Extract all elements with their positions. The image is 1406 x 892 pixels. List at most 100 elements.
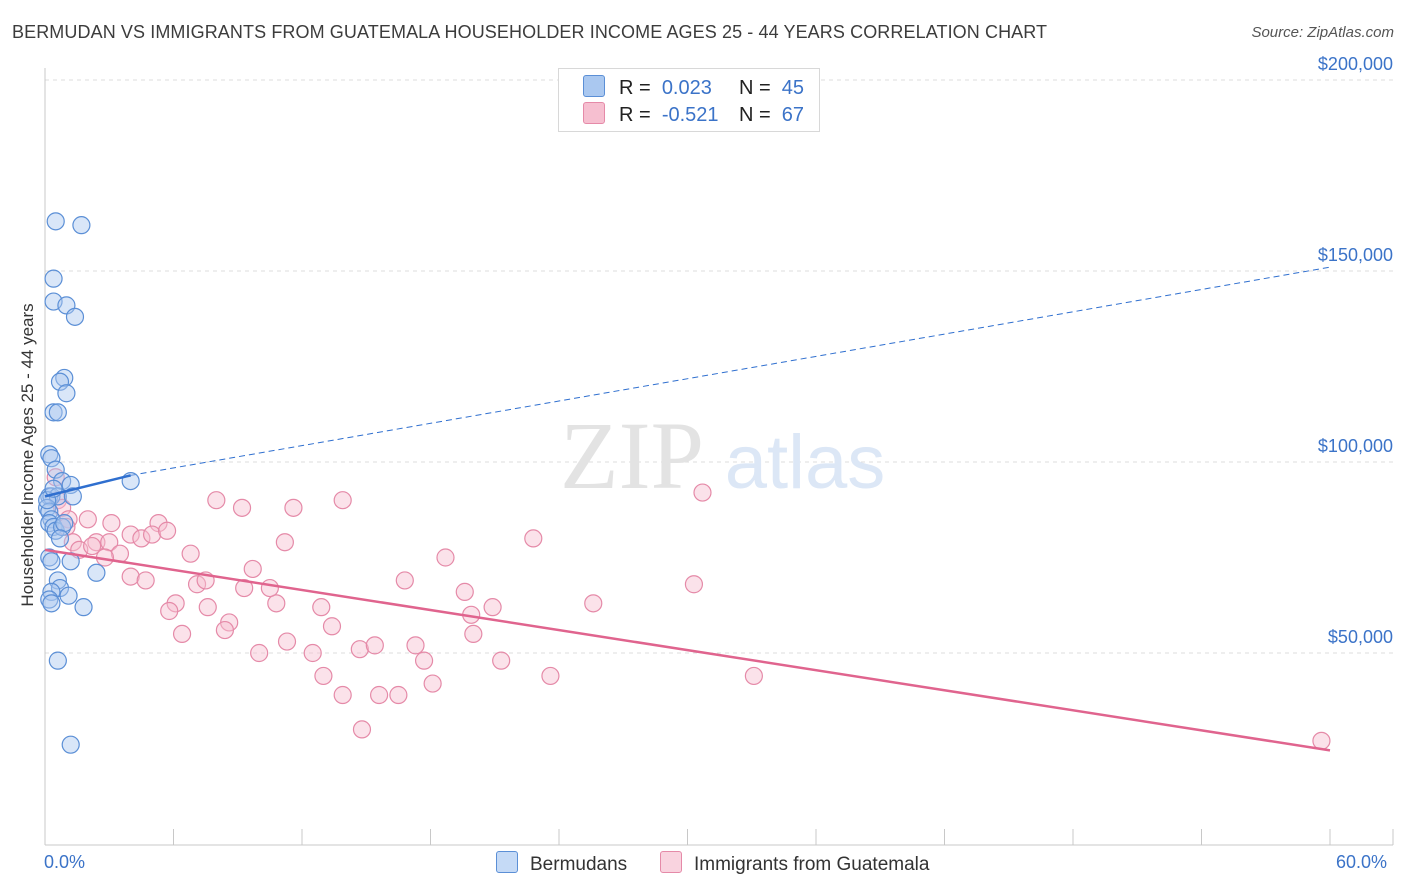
legend-swatch-pink (583, 102, 605, 124)
legend-row-bermudans: R = 0.023 N = 45 (583, 75, 804, 99)
data-point-guatemala (333, 685, 352, 705)
data-point-guatemala (102, 514, 121, 533)
data-point-bermudans (63, 487, 82, 506)
data-point-guatemala (483, 598, 502, 617)
data-point-bermudans (65, 307, 85, 326)
data-point-bermudans (42, 449, 61, 468)
data-point-bermudans (44, 269, 63, 288)
watermark: ZIP atlas (560, 402, 885, 509)
data-point-guatemala (414, 651, 434, 670)
chart-title: BERMUDAN VS IMMIGRANTS FROM GUATEMALA HO… (12, 22, 1048, 42)
data-point-guatemala (584, 594, 603, 613)
data-point-guatemala (693, 483, 712, 502)
data-point-guatemala (312, 598, 331, 617)
legend-n-value-2: 67 (781, 104, 804, 126)
data-point-bermudans (61, 735, 80, 754)
watermark-zip: ZIP (560, 402, 704, 509)
data-point-guatemala (187, 575, 207, 594)
data-point-bermudans (57, 384, 76, 403)
bottom-legend-swatch-blue (496, 851, 518, 873)
data-point-bermudans (44, 403, 63, 422)
data-point-bermudans (55, 514, 74, 533)
bottom-legend-label-bermudans: Bermudans (530, 854, 628, 875)
bottom-legend-swatch-pink (660, 851, 682, 873)
data-point-guatemala (260, 578, 279, 598)
y-tick-label: $200,000 (1318, 54, 1393, 74)
data-point-bermudans (74, 598, 93, 617)
data-point-guatemala (78, 510, 97, 529)
data-point-guatemala (464, 624, 483, 644)
data-point-guatemala (172, 624, 192, 644)
data-point-guatemala (744, 666, 763, 686)
data-point-guatemala (492, 651, 511, 670)
y-tick-labels: $50,000 $100,000 $150,000 $200,000 (1318, 54, 1393, 647)
data-points (38, 212, 1331, 754)
source-label: Source: ZipAtlas.com (1251, 24, 1394, 41)
stats-legend: R = 0.023 N = 45 R = -0.521 N = 67 (558, 68, 820, 132)
data-point-guatemala (132, 529, 151, 548)
data-point-guatemala (423, 674, 442, 693)
data-point-guatemala (250, 643, 269, 663)
data-point-guatemala (350, 640, 369, 659)
axes (44, 68, 1394, 846)
data-point-guatemala (395, 571, 414, 590)
data-point-bermudans (48, 403, 67, 422)
data-point-guatemala (243, 559, 262, 579)
data-point-guatemala (198, 598, 217, 617)
data-point-guatemala (314, 666, 333, 686)
data-point-bermudans (48, 651, 67, 670)
data-point-guatemala (436, 548, 455, 567)
data-point-guatemala (365, 636, 384, 655)
data-point-guatemala (142, 525, 162, 544)
legend-r-label-1: R = (619, 77, 651, 99)
data-point-guatemala (160, 601, 179, 621)
data-point-guatemala (455, 582, 474, 601)
data-point-guatemala (121, 567, 140, 586)
data-point-bermudans (50, 372, 70, 391)
x-tick-label-min: 0.0% (44, 852, 86, 872)
data-point-bermudans (59, 586, 78, 605)
legend-r-label-2: R = (619, 104, 651, 126)
data-point-guatemala (232, 498, 252, 517)
legend-row-guatemala: R = -0.521 N = 67 (583, 102, 804, 126)
y-tick-label: $50,000 (1328, 627, 1393, 647)
data-point-guatemala (370, 685, 389, 705)
data-point-guatemala (207, 491, 226, 510)
data-point-guatemala (83, 536, 102, 556)
y-tick-label: $150,000 (1318, 245, 1393, 265)
legend-n-label-1: N = (738, 77, 771, 99)
data-point-guatemala (322, 617, 342, 636)
data-point-guatemala (1312, 731, 1331, 750)
bottom-legend-bermudans: Bermudans (496, 851, 627, 876)
data-point-bermudans (46, 212, 65, 231)
data-point-guatemala (524, 529, 543, 548)
data-point-guatemala (235, 578, 254, 598)
legend-n-label-2: N = (738, 104, 771, 126)
data-point-guatemala (389, 685, 408, 705)
data-point-bermudans (50, 529, 70, 548)
data-point-guatemala (406, 636, 425, 655)
data-point-guatemala (166, 594, 185, 613)
data-point-guatemala (303, 643, 322, 663)
data-point-guatemala (121, 525, 140, 544)
data-point-bermudans (46, 460, 65, 479)
trend-line-bermudans-extended (130, 266, 1331, 476)
data-point-guatemala (267, 594, 286, 613)
data-point-guatemala (352, 720, 372, 739)
data-point-guatemala (277, 632, 297, 651)
trend-line-guatemala (44, 548, 1331, 752)
data-point-bermudans (42, 552, 61, 571)
legend-r-value-1: 0.023 (661, 77, 712, 99)
data-point-guatemala (215, 620, 234, 640)
trend-line-bermudans (44, 474, 131, 498)
bottom-legend-guatemala: Immigrants from Guatemala (660, 851, 929, 876)
data-point-bermudans (121, 472, 140, 491)
bottom-legend-label-guatemala: Immigrants from Guatemala (694, 854, 930, 875)
data-point-bermudans (42, 594, 61, 613)
trend-lines (130, 266, 1331, 476)
legend-n-value-1: 45 (781, 77, 804, 99)
y-tick-label: $100,000 (1318, 436, 1393, 456)
data-point-guatemala (284, 498, 303, 517)
data-point-bermudans (72, 216, 91, 235)
